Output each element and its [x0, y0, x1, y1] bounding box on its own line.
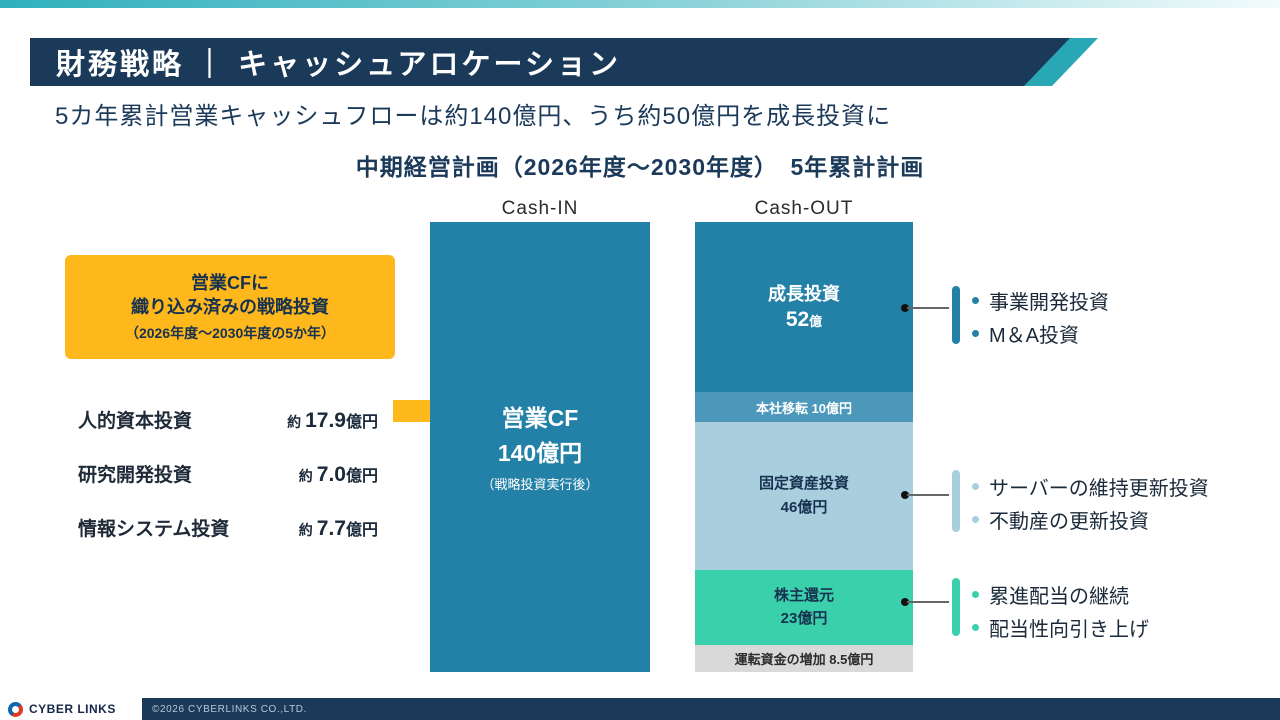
- connector-dot-growth: [901, 304, 909, 312]
- page-title: 財務戦略 ｜ キャッシュアロケーション: [56, 49, 621, 81]
- investment-row-rnd: 研究開発投資 約 7.0億円: [78, 460, 378, 487]
- bullet-dot-icon: [972, 297, 979, 304]
- investment-row-human-capital: 人的資本投資 約 17.9億円: [78, 406, 378, 433]
- segment-label: 固定資産投資: [758, 475, 849, 492]
- cash-out-column-label: Cash-OUT: [754, 198, 854, 219]
- list-item: 累進配当の継続: [972, 578, 1149, 611]
- bullet-text: サーバーの維持更新投資: [989, 478, 1209, 500]
- connector-line-growth: [907, 307, 949, 309]
- connector-line-fixed: [907, 494, 949, 496]
- segment-label: 成長投資: [768, 284, 840, 305]
- accent-bar-growth: [952, 286, 960, 344]
- strategic-investment-box: 営業CFに 織り込み済みの戦略投資 （2026年度～2030年度の5か年）: [65, 255, 395, 359]
- list-item: 事業開発投資: [972, 284, 1109, 317]
- investment-label: 人的資本投資: [78, 411, 193, 432]
- company-logo: CYBER LINKS: [0, 698, 142, 720]
- slide-subtitle: 5カ年累計営業キャッシュフローは約140億円、うち約50億円を成長投資に: [55, 103, 892, 130]
- segment-shareholder-return: 株主還元 23億円: [695, 570, 913, 645]
- bullet-text: M＆A投資: [989, 325, 1079, 347]
- strategic-box-line1: 営業CFに: [191, 272, 269, 293]
- bullet-dot-icon: [972, 483, 979, 490]
- segment-hq-relocation: 本社移転 10億円: [695, 392, 913, 422]
- list-item: 不動産の更新投資: [972, 503, 1209, 536]
- investment-label: 情報システム投資: [78, 519, 230, 540]
- investment-value: 約 7.7億円: [298, 517, 378, 540]
- footer-bar: [0, 698, 1280, 720]
- connector-dot-fixed: [901, 491, 909, 499]
- bullet-dot-icon: [972, 516, 979, 523]
- cash-in-label-line3: （戦略投資実行後）: [481, 477, 599, 492]
- segment-value: 52億: [785, 307, 823, 331]
- bullet-dot-icon: [972, 624, 979, 631]
- cash-out-bar: 成長投資 52億 本社移転 10億円 固定資産投資 46億円 株主還元 23億円…: [695, 222, 913, 672]
- bullet-dot-icon: [972, 330, 979, 337]
- segment-label: 株主還元: [773, 587, 834, 604]
- connector-line-shareholder: [907, 601, 949, 603]
- cash-in-column-label: Cash-IN: [501, 198, 579, 219]
- investment-value: 約 7.0億円: [298, 463, 378, 486]
- accent-bar-shareholder: [952, 578, 960, 636]
- list-item: サーバーの維持更新投資: [972, 470, 1209, 503]
- list-item: M＆A投資: [972, 317, 1109, 350]
- copyright-text: ©2026 CYBERLINKS CO.,LTD.: [152, 703, 308, 715]
- segment-fixed-assets: 固定資産投資 46億円: [695, 422, 913, 570]
- shareholder-bullet-list: 累進配当の継続 配当性向引き上げ: [972, 578, 1149, 644]
- logo-text: CYBER LINKS: [29, 702, 116, 716]
- growth-bullet-list: 事業開発投資 M＆A投資: [972, 284, 1109, 350]
- investment-value: 約 17.9億円: [287, 409, 378, 432]
- investment-row-it-systems: 情報システム投資 約 7.7億円: [78, 514, 378, 541]
- bullet-text: 累進配当の継続: [989, 586, 1129, 608]
- connector-dot-shareholder: [901, 598, 909, 606]
- cyberlinks-logo-icon: [8, 701, 23, 717]
- bullet-text: 不動産の更新投資: [989, 511, 1149, 533]
- header-banner: 財務戦略 ｜ キャッシュアロケーション: [30, 38, 1070, 86]
- segment-growth-investment: 成長投資 52億: [695, 222, 913, 392]
- bullet-text: 事業開発投資: [989, 292, 1109, 314]
- segment-value: 46億円: [780, 499, 828, 516]
- strategic-box-line2: 織り込み済みの戦略投資: [131, 297, 329, 317]
- strategic-box-line3: （2026年度～2030年度の5か年）: [124, 325, 336, 342]
- fixed-assets-bullet-list: サーバーの維持更新投資 不動産の更新投資: [972, 470, 1209, 536]
- cash-in-bar: 営業CF 140億円 （戦略投資実行後）: [430, 222, 650, 672]
- investment-label: 研究開発投資: [78, 465, 193, 486]
- bullet-text: 配当性向引き上げ: [989, 619, 1149, 641]
- bullet-dot-icon: [972, 591, 979, 598]
- accent-bar-fixed: [952, 470, 960, 532]
- cash-in-label-line2: 140億円: [497, 439, 583, 466]
- segment-working-capital: 運転資金の増加 8.5億円: [695, 645, 913, 672]
- cash-in-label-line1: 営業CF: [501, 405, 579, 431]
- section-title: 中期経営計画（2026年度～2030年度） 5年累計計画: [355, 154, 925, 180]
- segment-value: 23億円: [780, 609, 828, 627]
- top-accent-strip: [0, 0, 1280, 8]
- list-item: 配当性向引き上げ: [972, 611, 1149, 644]
